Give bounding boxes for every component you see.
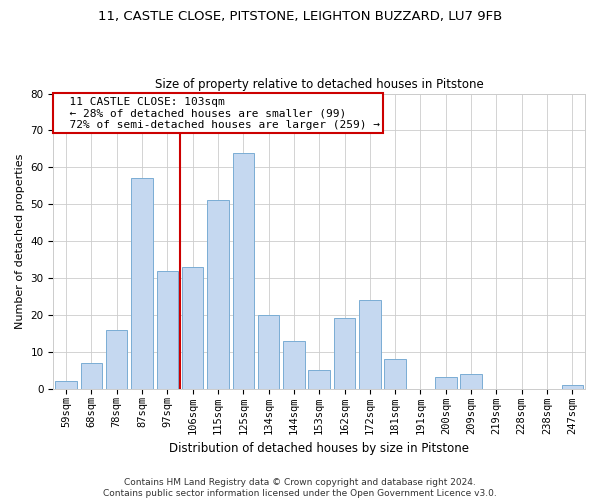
Bar bbox=[359, 300, 380, 388]
Bar bbox=[334, 318, 355, 388]
Title: Size of property relative to detached houses in Pitstone: Size of property relative to detached ho… bbox=[155, 78, 484, 91]
Bar bbox=[233, 152, 254, 388]
Bar bbox=[460, 374, 482, 388]
Bar bbox=[308, 370, 330, 388]
Bar bbox=[207, 200, 229, 388]
Text: Contains HM Land Registry data © Crown copyright and database right 2024.
Contai: Contains HM Land Registry data © Crown c… bbox=[103, 478, 497, 498]
Bar bbox=[435, 378, 457, 388]
Bar bbox=[562, 385, 583, 388]
Bar bbox=[55, 381, 77, 388]
X-axis label: Distribution of detached houses by size in Pitstone: Distribution of detached houses by size … bbox=[169, 442, 469, 455]
Y-axis label: Number of detached properties: Number of detached properties bbox=[15, 154, 25, 328]
Bar bbox=[157, 270, 178, 388]
Bar bbox=[106, 330, 127, 388]
Bar bbox=[258, 315, 280, 388]
Text: 11, CASTLE CLOSE, PITSTONE, LEIGHTON BUZZARD, LU7 9FB: 11, CASTLE CLOSE, PITSTONE, LEIGHTON BUZ… bbox=[98, 10, 502, 23]
Bar bbox=[385, 359, 406, 388]
Bar bbox=[283, 340, 305, 388]
Bar bbox=[80, 362, 102, 388]
Text: 11 CASTLE CLOSE: 103sqm
  ← 28% of detached houses are smaller (99)
  72% of sem: 11 CASTLE CLOSE: 103sqm ← 28% of detache… bbox=[56, 96, 380, 130]
Bar bbox=[182, 267, 203, 388]
Bar bbox=[131, 178, 153, 388]
